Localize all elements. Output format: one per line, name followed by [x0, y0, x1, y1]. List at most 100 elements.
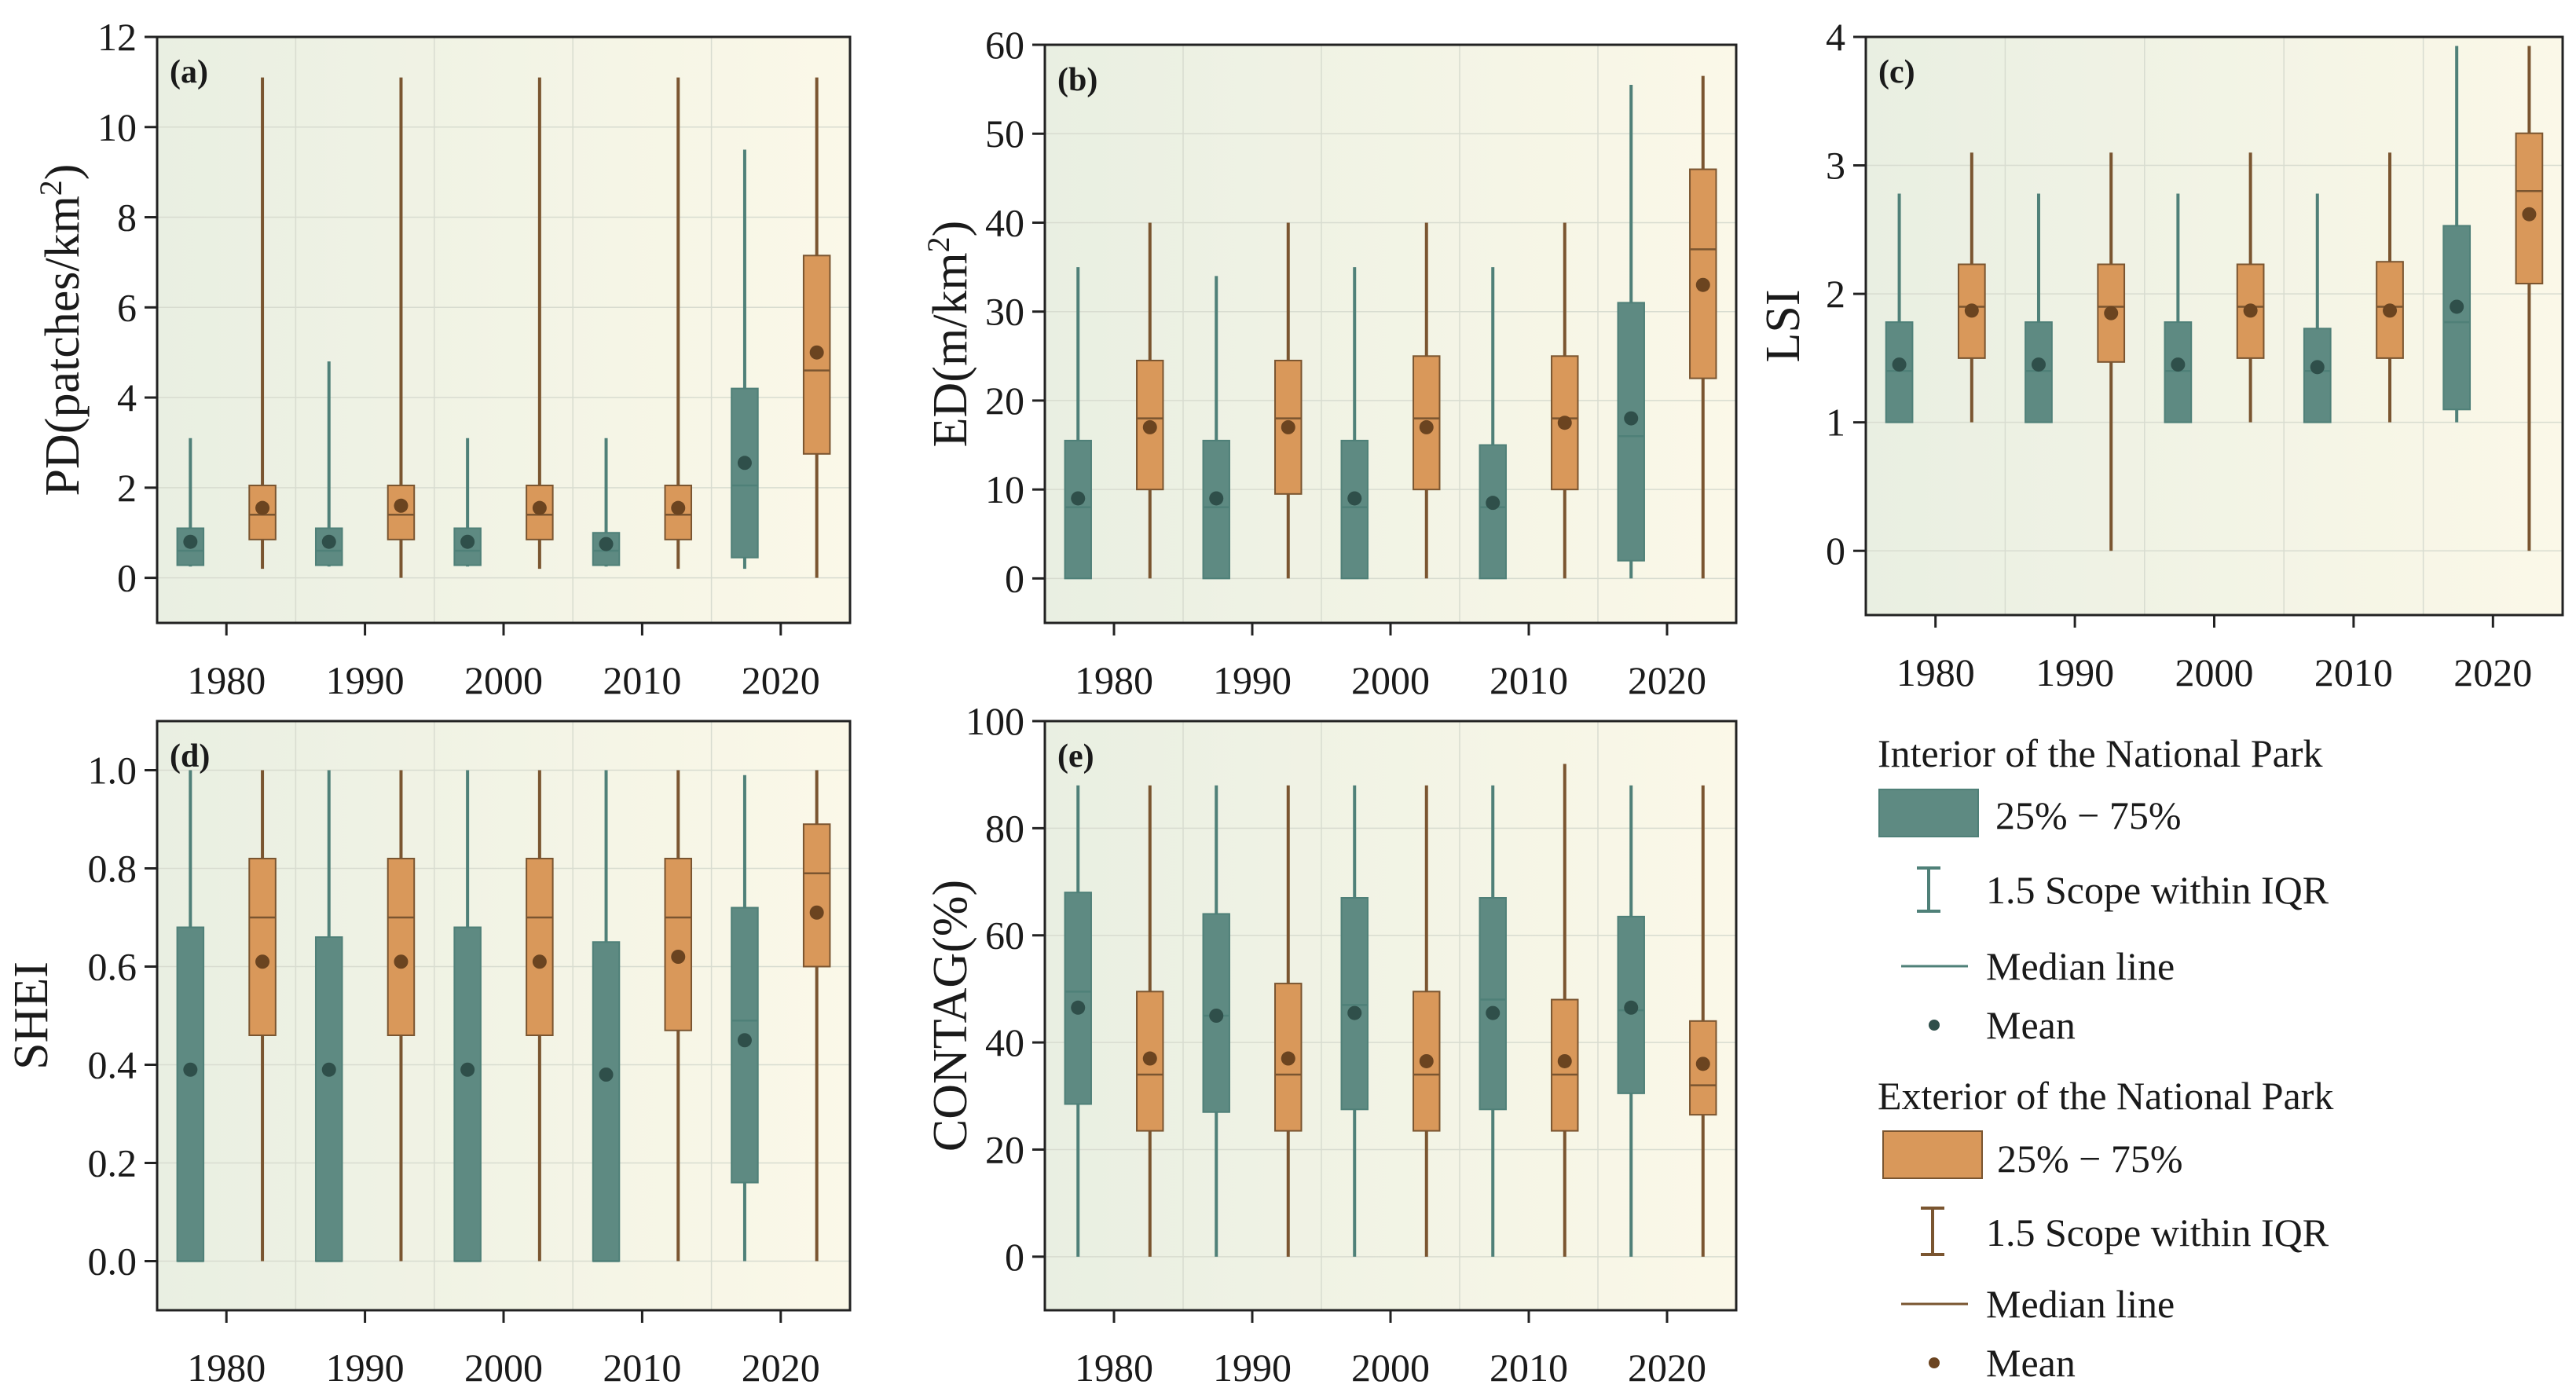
mean-dot: [394, 498, 409, 513]
x-tick-label: 1980: [1896, 650, 1975, 694]
x-tick-label: 1990: [1213, 658, 1292, 702]
box-interior-1990: [1202, 785, 1230, 1257]
box-interior-1990: [1202, 276, 1230, 580]
legend-interior-whisker-label: 1.5 Scope within IQR: [1986, 868, 2329, 912]
mean-dot: [1695, 277, 1710, 292]
box-interior-2020: [2442, 46, 2472, 423]
panel-label: (c): [1878, 54, 1915, 90]
iqr-box: [1479, 444, 1507, 580]
box-exterior-2000: [526, 77, 554, 569]
panel-b: 0 10 20 30 40 50 60 1980 1990 2000 2010 2020 ED(m/km…: [921, 23, 1738, 702]
iqr-box: [1274, 359, 1303, 495]
mean-dot: [1419, 1053, 1434, 1068]
panel-label: (b): [1057, 62, 1097, 98]
y-tick-label: 0: [1005, 1235, 1024, 1279]
box-exterior-1980: [248, 770, 277, 1262]
x-tick-label: 1980: [1075, 658, 1153, 702]
iqr-box: [802, 255, 831, 455]
box-exterior-1980: [1957, 152, 1986, 423]
mean-dot: [599, 537, 614, 551]
y-tick-label: 0.8: [88, 847, 137, 891]
iqr-box: [387, 858, 416, 1036]
mean-dot: [671, 950, 686, 964]
box-interior-2010: [1479, 267, 1507, 580]
y-tick-label: 80: [985, 806, 1024, 850]
box-exterior-2010: [1551, 764, 1579, 1257]
box-interior-2020: [1617, 84, 1645, 579]
box-exterior-2020: [1689, 785, 1717, 1257]
mean-dot: [1624, 411, 1639, 426]
legend-interior-whisker-icon: [1917, 866, 1940, 913]
box-interior-2000: [453, 438, 482, 567]
box-interior-1990: [314, 361, 343, 567]
box-interior-2010: [592, 438, 621, 567]
mean-dot: [2522, 207, 2537, 222]
y-tick-label: 40: [985, 1020, 1024, 1064]
x-tick-label: 1990: [326, 1346, 405, 1390]
mean-dot: [671, 500, 686, 515]
box-exterior-2000: [1413, 785, 1441, 1257]
box-exterior-2000: [2236, 152, 2265, 423]
mean-dot: [532, 500, 547, 515]
iqr-box: [1340, 439, 1369, 580]
x-tick-label: 2020: [742, 1346, 820, 1390]
box-exterior-2000: [526, 770, 554, 1262]
y-tick-label: 0.0: [88, 1240, 137, 1284]
iqr-box: [731, 387, 759, 559]
y-tick-label: 60: [985, 23, 1024, 67]
mean-dot: [1486, 1005, 1501, 1020]
mean-dot: [2243, 303, 2258, 318]
y-tick-label: 60: [985, 914, 1024, 958]
mean-dot: [394, 954, 409, 969]
y-tick-label: 0.2: [88, 1141, 137, 1185]
mean-dot: [183, 534, 198, 549]
legend-exterior-title: Exterior of the National Park: [1878, 1074, 2333, 1118]
box-interior-1980: [176, 770, 205, 1262]
mean-dot: [1209, 1009, 1224, 1023]
mean-dot: [2310, 360, 2325, 375]
legend-exterior-median-label: Median line: [1986, 1282, 2175, 1326]
iqr-box: [1689, 168, 1717, 379]
y-tick-label: 4: [117, 375, 137, 419]
mean-dot: [737, 456, 752, 471]
box-interior-1990: [2025, 193, 2053, 423]
iqr-box: [248, 858, 277, 1036]
y-axis-label: CONTAG(%): [924, 880, 977, 1152]
iqr-box: [2164, 321, 2193, 423]
y-tick-label: 30: [985, 290, 1024, 334]
legend-exterior-box-label: 25% − 75%: [1997, 1137, 2183, 1181]
legend-interior-box-label: 25% − 75%: [1995, 793, 2182, 837]
box-exterior-2020: [802, 770, 831, 1262]
mean-dot: [599, 1068, 614, 1082]
mean-dot: [1281, 1051, 1295, 1066]
box-interior-1990: [314, 770, 343, 1262]
legend-interior-mean-icon: [1929, 1020, 1940, 1031]
box-interior-1980: [1064, 785, 1092, 1257]
x-tick-label: 2020: [1628, 1346, 1706, 1390]
box-exterior-2020: [802, 77, 831, 578]
y-axis-label: PD(patches/km2): [33, 164, 90, 496]
box-interior-1980: [176, 438, 205, 567]
mean-dot: [1557, 1053, 1572, 1068]
mean-dot: [1347, 491, 1362, 506]
legend-exterior-whisker-icon: [1921, 1207, 1944, 1256]
mean-dot: [1557, 416, 1572, 430]
y-tick-label: 6: [117, 285, 137, 329]
y-tick-label: 12: [97, 15, 137, 59]
mean-dot: [1964, 303, 1979, 318]
y-tick-label: 0.4: [88, 1043, 137, 1087]
legend-exterior-box-swatch: [1882, 1130, 1983, 1179]
x-tick-label: 2010: [1490, 1346, 1568, 1390]
panel-label: (e): [1057, 738, 1094, 775]
x-tick-label: 2010: [603, 658, 681, 702]
box-exterior-1990: [387, 770, 416, 1262]
x-tick-label: 2000: [2175, 650, 2254, 694]
mean-dot: [1142, 1051, 1157, 1066]
y-tick-label: 0.6: [88, 945, 137, 989]
box-exterior-2000: [1413, 222, 1441, 579]
box-exterior-2010: [664, 77, 693, 569]
mean-dot: [1347, 1005, 1362, 1020]
y-tick-label: 0: [1005, 556, 1024, 600]
box-interior-1980: [1064, 267, 1092, 580]
